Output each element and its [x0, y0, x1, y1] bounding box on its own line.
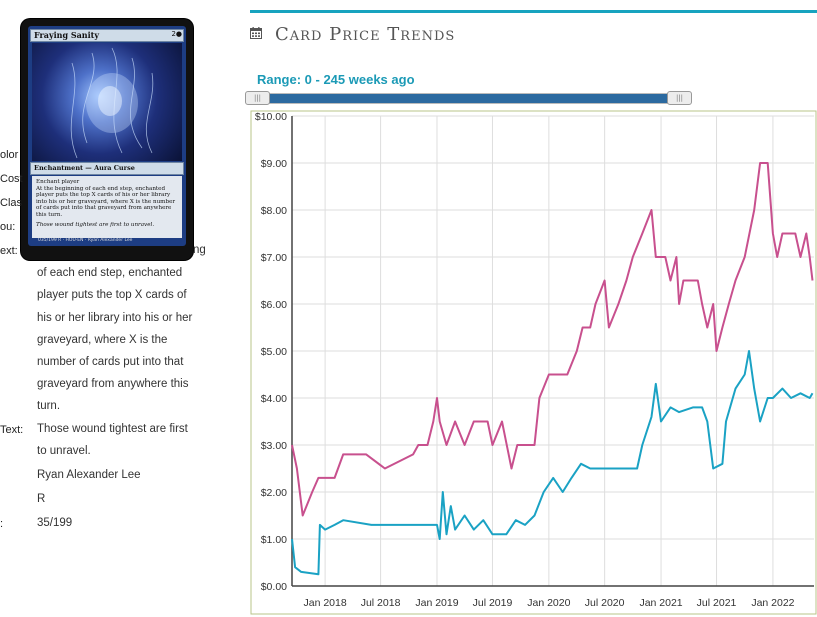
panel-accent-bar — [250, 10, 817, 13]
y-tick-label: $4.00 — [261, 393, 287, 405]
card-rules-line-1: Enchant player — [36, 179, 80, 185]
y-tick-label: $2.00 — [261, 487, 287, 499]
y-tick-label: $9.00 — [261, 158, 287, 170]
y-tick-label: $1.00 — [261, 534, 287, 546]
range-slider-track[interactable] — [258, 93, 684, 104]
rules-text-line: graveyard from anywhere this — [37, 378, 189, 390]
y-tick-label: $0.00 — [261, 581, 287, 593]
label-rules-text: ext: — [0, 245, 18, 257]
card-art — [32, 43, 182, 161]
flavor-text-line: Those wound tightest are first — [37, 423, 188, 435]
rules-text-line: of each end step, enchanted — [37, 267, 183, 279]
label-class: Clas — [0, 197, 23, 209]
artist-value: Ryan Alexander Lee — [37, 469, 141, 481]
x-tick-label: Jul 2020 — [585, 597, 625, 609]
card-name: Fraying Sanity — [30, 29, 184, 42]
card-image: Fraying Sanity 2● Enchantment — Aura Cur… — [21, 19, 193, 260]
rarity-value: R — [37, 493, 46, 505]
y-tick-label: $5.00 — [261, 346, 287, 358]
rules-text-tail: ng — [193, 244, 206, 256]
y-tick-label: $7.00 — [261, 252, 287, 264]
rules-text-line: his or her library into his or her — [37, 312, 193, 324]
price-chart: $0.00 $1.00 $2.00 $3.00 $4.00 $5.00 $6.00 $7.00… — [250, 110, 817, 615]
range-label: Range: 0 - 245 weeks ago — [257, 72, 415, 87]
x-tick-label: Jan 2018 — [303, 597, 346, 609]
x-tick-label: Jan 2022 — [751, 597, 794, 609]
card-text-box: Enchant player At the beginning of each … — [32, 176, 182, 238]
rules-text-line: graveyard, where X is the — [37, 334, 168, 346]
x-tick-label: Jan 2019 — [415, 597, 458, 609]
range-slider-start-handle[interactable]: ||| — [245, 91, 270, 105]
card-mana-cost: 2● — [171, 30, 182, 38]
calendar-icon — [250, 27, 262, 39]
x-tick-label: Jul 2021 — [697, 597, 737, 609]
label-flavor-text: Text: — [0, 424, 24, 436]
price-series-line-1 — [291, 162, 814, 517]
label-number: : — [0, 518, 4, 530]
x-tick-label: Jan 2021 — [639, 597, 682, 609]
card-type-line: Enchantment — Aura Curse — [30, 162, 184, 175]
range-slider-end-handle[interactable]: ||| — [667, 91, 692, 105]
label-cost: Cost — [0, 173, 23, 185]
y-tick-label: $10.00 — [255, 111, 287, 123]
y-tick-label: $3.00 — [261, 440, 287, 452]
y-tick-label: $6.00 — [261, 299, 287, 311]
x-tick-label: Jul 2018 — [361, 597, 401, 609]
card-rules-line-2: At the beginning of each end step, encha… — [36, 185, 176, 218]
chart-outer-border — [250, 110, 817, 615]
flavor-text-line: to unravel. — [37, 445, 91, 457]
rules-text-line: number of cards put into that — [37, 356, 184, 368]
card-footer: 035/199 R · HOU·EN · Ryan Alexander Lee — [38, 238, 133, 243]
label-color: olor — [0, 149, 19, 161]
card-art-illustration — [70, 47, 154, 159]
y-tick-label: $8.00 — [261, 205, 287, 217]
price-series-line-2 — [291, 350, 814, 576]
rules-text-line: turn. — [37, 400, 61, 412]
card-number-value: 35/199 — [37, 517, 73, 529]
card-flavor-text: Those wound tightest are first to unrave… — [36, 221, 155, 228]
label-you: ou: — [0, 221, 16, 233]
panel-title: Card Price Trends — [275, 24, 456, 45]
x-tick-label: Jan 2020 — [527, 597, 570, 609]
x-tick-label: Jul 2019 — [473, 597, 513, 609]
rules-text-line: player puts the top X cards of — [37, 289, 187, 301]
card-frame: Fraying Sanity 2● Enchantment — Aura Cur… — [28, 26, 186, 246]
